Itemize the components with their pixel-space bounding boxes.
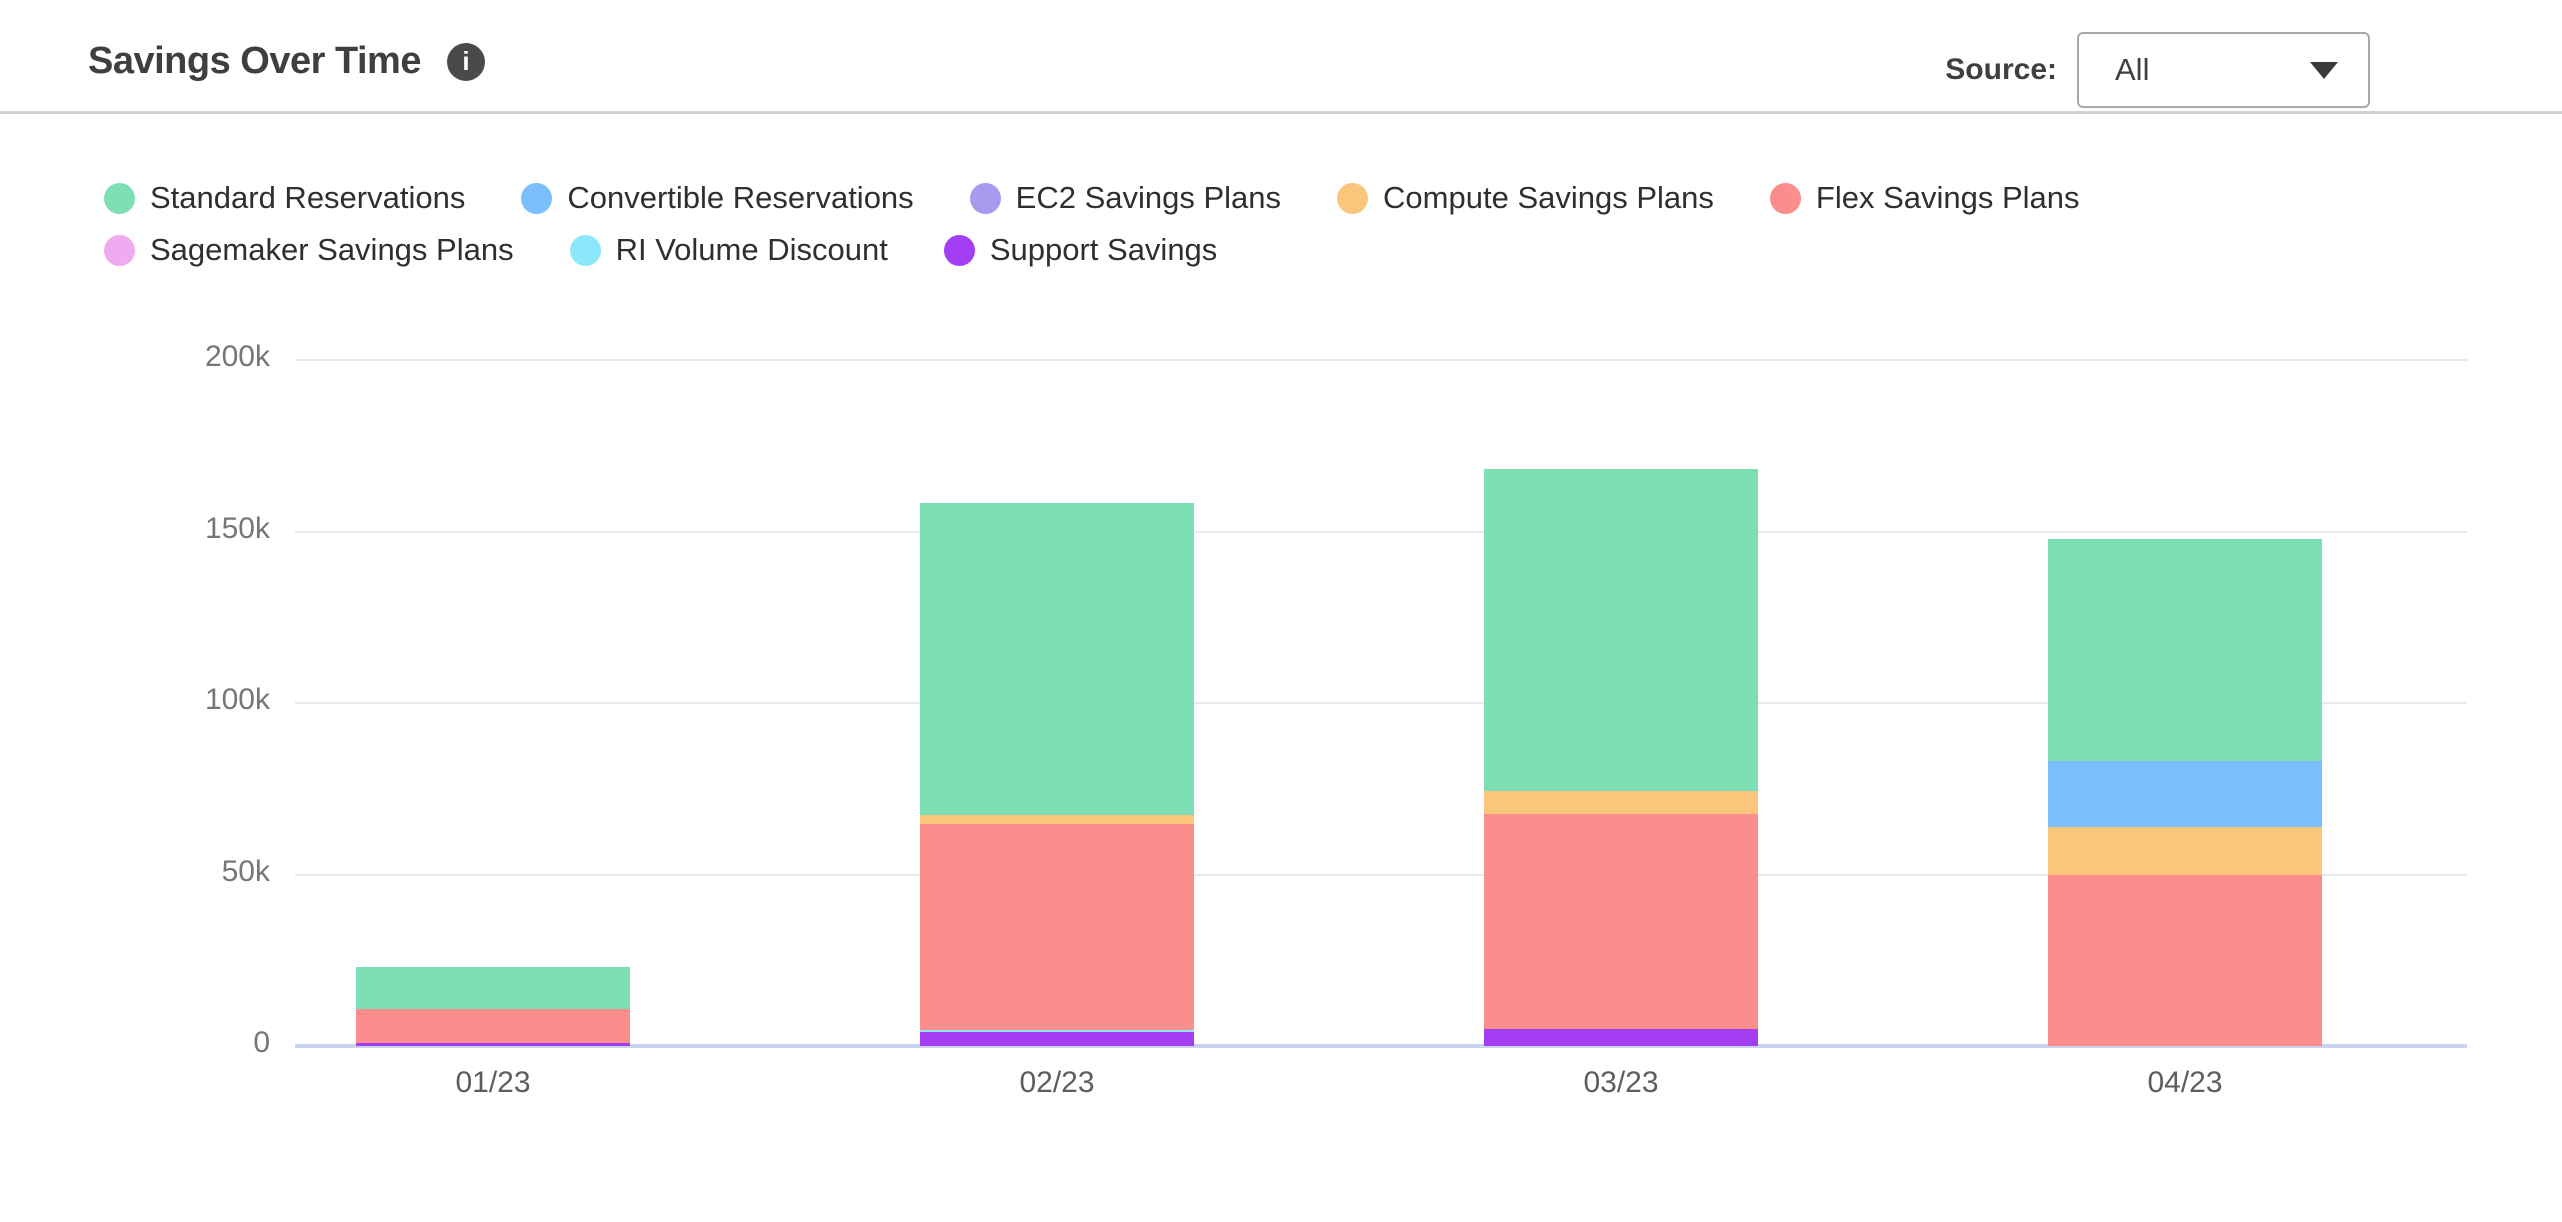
legend-item-label: Convertible Reservations xyxy=(567,180,914,215)
bar-segment[interactable] xyxy=(1484,469,1758,791)
y-axis-tick-label: 100k xyxy=(204,683,270,716)
legend-item-8[interactable]: Support Savings xyxy=(943,232,1218,268)
bar-segment[interactable] xyxy=(356,1043,630,1046)
bar-segment[interactable] xyxy=(2048,875,2322,1046)
legend-item-label: Compute Savings Plans xyxy=(1383,180,1714,215)
bar-segment[interactable] xyxy=(920,815,1194,824)
legend-color-dot-icon xyxy=(104,182,135,214)
bar-segment[interactable] xyxy=(2048,761,2322,827)
bar-segment[interactable] xyxy=(2048,539,2322,761)
source-selected-value: All xyxy=(2115,52,2150,87)
source-control: Source: All xyxy=(1945,32,2370,108)
chart-legend: Standard Reservations Convertible Reserva… xyxy=(104,180,2254,268)
bar-segment[interactable] xyxy=(1484,1029,1758,1046)
source-label: Source: xyxy=(1945,53,2057,86)
y-axis-tick-label: 50k xyxy=(221,854,270,888)
panel-header: Savings Over Time i xyxy=(88,40,485,83)
chevron-down-icon xyxy=(2310,61,2338,79)
bar-segment[interactable] xyxy=(2048,827,2322,875)
gridline xyxy=(295,702,2467,704)
legend-color-dot-icon xyxy=(943,234,975,266)
x-axis-baseline xyxy=(295,1044,2467,1048)
bar-segment[interactable] xyxy=(920,1030,1194,1032)
legend-color-dot-icon xyxy=(1337,182,1369,214)
legend-color-dot-icon xyxy=(1769,182,1801,214)
gridline xyxy=(295,359,2467,361)
legend-color-dot-icon xyxy=(521,182,553,214)
y-axis-tick-label: 150k xyxy=(204,511,270,545)
legend-color-dot-icon xyxy=(104,234,135,266)
legend-item-2[interactable]: Convertible Reservations xyxy=(521,180,914,216)
page-title: Savings Over Time xyxy=(88,40,421,82)
legend-item-4[interactable]: Compute Savings Plans xyxy=(1337,180,1714,216)
source-select[interactable]: All xyxy=(2077,32,2370,108)
x-axis-tick-label: 03/23 xyxy=(1583,1066,1659,1099)
legend-color-dot-icon xyxy=(569,234,601,266)
legend-item-label: Standard Reservations xyxy=(150,180,466,215)
info-icon[interactable]: i xyxy=(446,42,485,81)
y-axis-tick-label: 0 xyxy=(253,1026,270,1059)
bar-segment[interactable] xyxy=(920,1032,1194,1046)
legend-item-label: Sagemaker Savings Plans xyxy=(150,232,514,267)
legend-item-7[interactable]: RI Volume Discount xyxy=(569,232,888,268)
bar-segment[interactable] xyxy=(1484,814,1758,1029)
legend-item-label: RI Volume Discount xyxy=(615,232,888,267)
x-axis-tick-label: 04/23 xyxy=(2147,1066,2223,1099)
legend-item-label: EC2 Savings Plans xyxy=(1015,180,1282,215)
legend-item-3[interactable]: EC2 Savings Plans xyxy=(969,180,1282,216)
bar-segment[interactable] xyxy=(920,503,1194,815)
gridline xyxy=(295,873,2467,876)
bar-segment[interactable] xyxy=(920,824,1194,1030)
header-divider xyxy=(0,111,2562,114)
legend-item-label: Flex Savings Plans xyxy=(1815,180,2080,215)
bar-segment[interactable] xyxy=(1484,791,1758,814)
legend-item-6[interactable]: Sagemaker Savings Plans xyxy=(104,232,514,268)
x-axis-tick-label: 01/23 xyxy=(455,1066,531,1099)
legend-item-1[interactable]: Standard Reservations xyxy=(104,180,465,216)
y-axis-tick-label: 200k xyxy=(204,340,270,373)
legend-item-5[interactable]: Flex Savings Plans xyxy=(1769,180,2080,216)
gridline xyxy=(295,530,2467,533)
legend-item-label: Support Savings xyxy=(989,232,1218,267)
legend-color-dot-icon xyxy=(969,182,1001,214)
x-axis-tick-label: 02/23 xyxy=(1019,1066,1095,1099)
bar-segment[interactable] xyxy=(356,967,630,1009)
bar-segment[interactable] xyxy=(356,1009,630,1043)
